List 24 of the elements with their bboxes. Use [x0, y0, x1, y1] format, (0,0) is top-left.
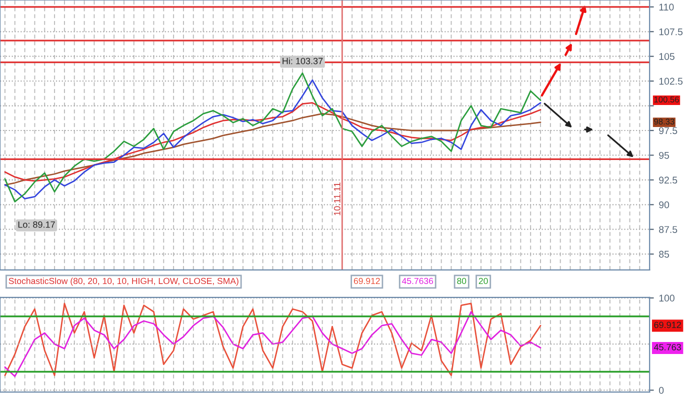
text: 100.56 — [654, 96, 679, 102]
y-tick-label: 102.5 — [659, 78, 683, 85]
y-tick-label: 100 — [659, 294, 674, 302]
text: 98.33 — [654, 118, 674, 125]
annotation: Hi: 103.37 — [282, 58, 323, 64]
y-tick-label: 90 — [659, 201, 670, 208]
y-tick-label: 0 — [659, 386, 664, 394]
y-tick-label: 107.5 — [659, 28, 683, 36]
chart-title: StochasticSlow (80, 20, 10, 10, HIGH, LOW, CLOSE, SMA) — [8, 278, 238, 286]
annotation: 45.763 — [654, 344, 681, 350]
annotation: 10.11.11 — [334, 182, 340, 216]
y-tick-label: 95 — [659, 152, 670, 159]
text: 80 — [457, 278, 466, 284]
y-tick-label: 85 — [659, 250, 670, 258]
text: 45.7636 — [402, 278, 434, 284]
y-tick-label: 87.5 — [659, 226, 678, 233]
text: 69.912 — [354, 278, 380, 284]
annotation: 69.912 — [654, 322, 681, 328]
annotation: Lo: 89.17 — [18, 221, 55, 228]
y-tick-label: 97.5 — [659, 127, 678, 134]
y-tick-label: 110 — [659, 4, 674, 11]
y-tick-label: 105 — [659, 53, 674, 60]
y-tick-label: 92.5 — [659, 176, 678, 184]
text: 20 — [478, 278, 488, 284]
